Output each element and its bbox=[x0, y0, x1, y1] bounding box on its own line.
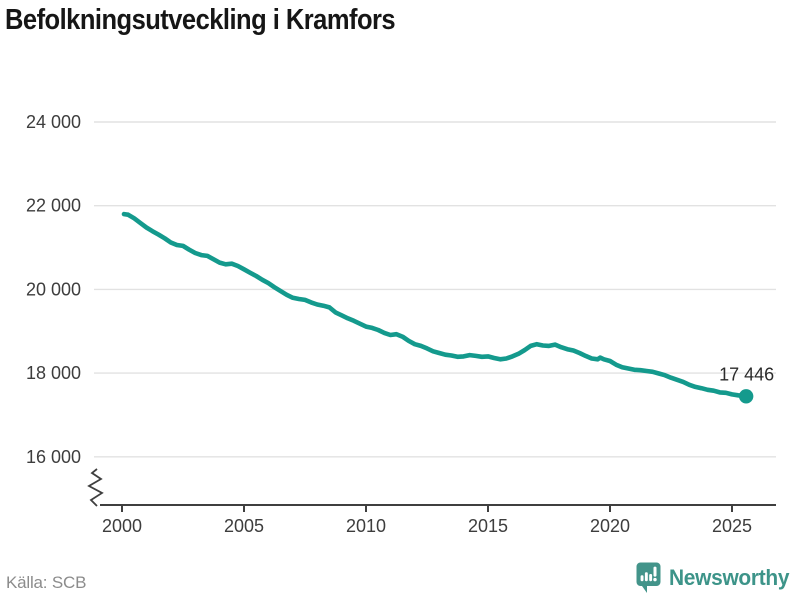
latest-value-marker bbox=[738, 389, 754, 404]
y-tick-label-18000: 18 000 bbox=[26, 363, 81, 383]
x-tick-label-2020: 2020 bbox=[590, 516, 630, 536]
page-title: Befolkningsutveckling i Kramfors bbox=[5, 4, 396, 36]
y-tick-label-22000: 22 000 bbox=[26, 196, 81, 216]
y-tick-label-20000: 20 000 bbox=[26, 279, 81, 299]
y-tick-label-24000: 24 000 bbox=[26, 112, 81, 132]
newsworthy-branding: Newsworthy bbox=[636, 562, 796, 594]
population-trend-line bbox=[121, 211, 749, 399]
newsworthy-chart-bubble-icon bbox=[636, 562, 661, 593]
y-axis-break-icon bbox=[87, 468, 104, 507]
y-tick-label-16000: 16 000 bbox=[26, 447, 81, 467]
x-tick-label-2000: 2000 bbox=[102, 516, 142, 536]
latest-value-label: 17 446 bbox=[719, 364, 774, 384]
newsworthy-wordmark: Newsworthy bbox=[669, 565, 790, 590]
source-credit: Källa: SCB bbox=[6, 573, 87, 592]
x-tick-label-2005: 2005 bbox=[224, 516, 264, 536]
x-tick-label-2015: 2015 bbox=[468, 516, 508, 536]
x-tick-label-2010: 2010 bbox=[346, 516, 386, 536]
x-tick-label-2025: 2025 bbox=[712, 516, 752, 536]
